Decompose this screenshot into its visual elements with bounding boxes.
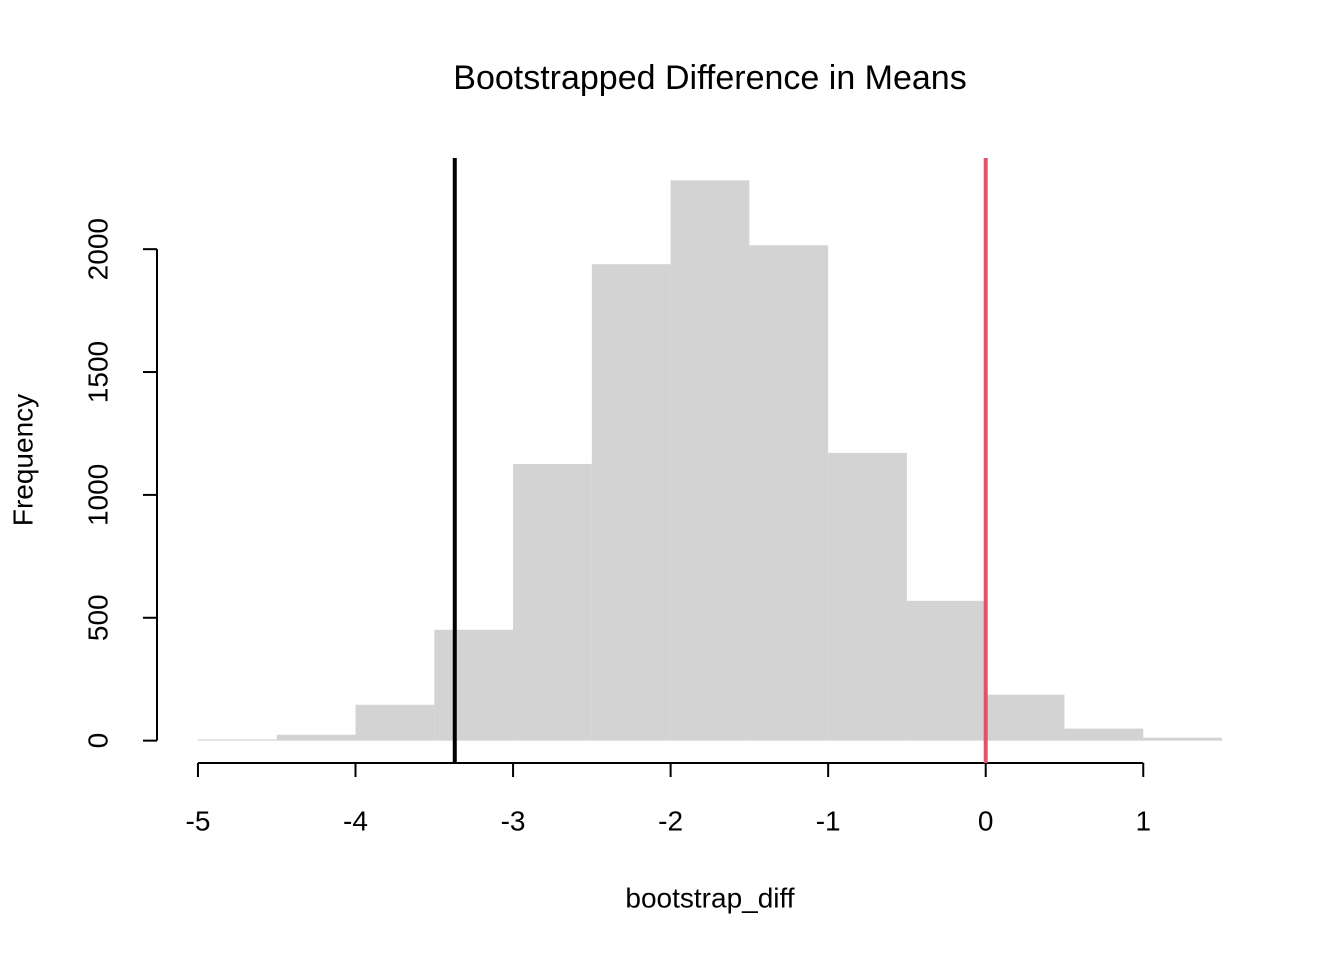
x-tick-label: 0 bbox=[978, 805, 994, 836]
x-tick-label: -4 bbox=[343, 805, 368, 836]
bar bbox=[513, 463, 592, 741]
x-tick-label: -1 bbox=[816, 805, 841, 836]
x-tick-label: -2 bbox=[658, 805, 683, 836]
y-tick-label: 500 bbox=[82, 594, 113, 641]
chart-title: Bootstrapped Difference in Means bbox=[453, 59, 966, 97]
bar bbox=[985, 694, 1065, 741]
bar bbox=[670, 180, 750, 741]
x-axis-label: bootstrap_diff bbox=[625, 882, 794, 913]
x-tick-label: 1 bbox=[1135, 805, 1151, 836]
y-tick-label: 1500 bbox=[82, 341, 113, 403]
bar bbox=[355, 704, 435, 741]
bar bbox=[276, 734, 356, 741]
bar bbox=[749, 245, 829, 741]
x-tick-label: -5 bbox=[186, 805, 211, 836]
bar bbox=[434, 629, 514, 741]
y-tick-label: 1000 bbox=[82, 464, 113, 526]
y-tick-label: 2000 bbox=[82, 218, 113, 280]
bar bbox=[1143, 737, 1223, 741]
y-tick-label: 0 bbox=[82, 733, 113, 749]
y-axis-label: Frequency bbox=[7, 394, 38, 526]
bar bbox=[906, 600, 986, 741]
bar bbox=[197, 739, 277, 741]
bar bbox=[1064, 728, 1144, 741]
x-tick-label: -3 bbox=[501, 805, 526, 836]
bar bbox=[591, 264, 671, 741]
bar bbox=[828, 452, 907, 741]
